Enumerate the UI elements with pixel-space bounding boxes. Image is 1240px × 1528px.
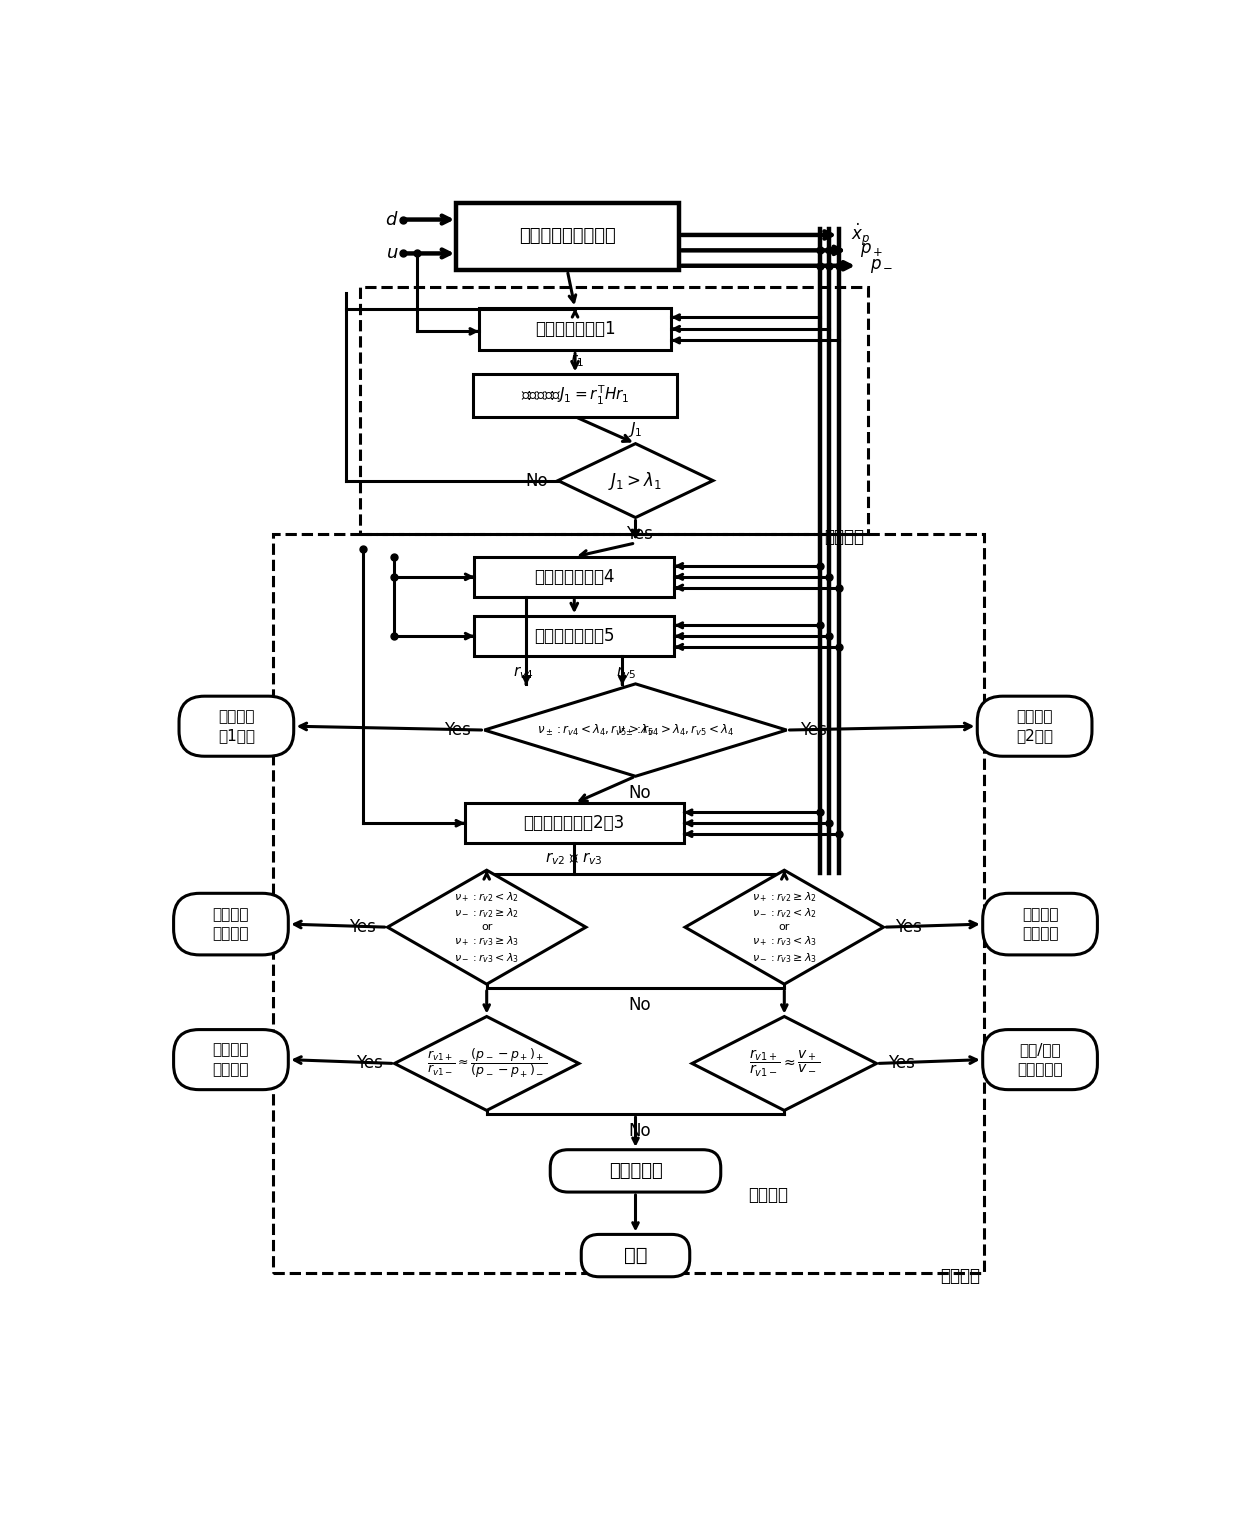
Text: Yes: Yes [444, 721, 471, 740]
Text: $J_1$: $J_1$ [629, 420, 642, 439]
Text: 位移/速度
传感器故障: 位移/速度 传感器故障 [1017, 1042, 1063, 1077]
FancyBboxPatch shape [982, 894, 1097, 955]
Text: Yes: Yes [888, 1054, 915, 1073]
Text: 供油压力
异常故障: 供油压力 异常故障 [213, 906, 249, 941]
Text: 误差估计：$J_1=r_1^{\mathrm{T}}Hr_1$: 误差估计：$J_1=r_1^{\mathrm{T}}Hr_1$ [521, 384, 630, 406]
FancyBboxPatch shape [456, 203, 680, 270]
Text: $\nu_\pm:r_{v4}>\lambda_4,r_{v5}<\lambda_4$: $\nu_\pm:r_{v4}>\lambda_4,r_{v5}<\lambda… [618, 723, 734, 738]
Text: 阀控型电液伺服系统: 阀控型电液伺服系统 [518, 228, 616, 246]
Text: 故障检测: 故障检测 [825, 527, 864, 545]
Text: 故障隔离观测器5: 故障隔离观测器5 [534, 626, 615, 645]
FancyBboxPatch shape [465, 804, 683, 843]
Text: $r_{v4}$: $r_{v4}$ [513, 665, 533, 681]
FancyBboxPatch shape [174, 1030, 288, 1089]
Text: $p_-$: $p_-$ [869, 257, 893, 275]
Text: $u$: $u$ [386, 244, 398, 263]
FancyBboxPatch shape [479, 309, 671, 350]
Text: 故障分类: 故障分类 [748, 1186, 787, 1204]
Text: $\nu_\pm:r_{v4}<\lambda_4,r_{v5}>\lambda_5$: $\nu_\pm:r_{v4}<\lambda_4,r_{v5}>\lambda… [537, 723, 653, 738]
Text: $J_1>\lambda_1$: $J_1>\lambda_1$ [609, 469, 662, 492]
Text: 故障检测观测器1: 故障检测观测器1 [534, 321, 615, 338]
Text: 比例阀故障: 比例阀故障 [609, 1161, 662, 1180]
Text: 故障分类: 故障分类 [940, 1267, 981, 1285]
Polygon shape [394, 1016, 579, 1111]
Text: 结束: 结束 [624, 1247, 647, 1265]
Text: Yes: Yes [356, 1054, 383, 1073]
Text: 液压缸内
泄漏故障: 液压缸内 泄漏故障 [213, 1042, 249, 1077]
FancyBboxPatch shape [472, 374, 677, 417]
Text: $\nu_+:r_{v2}<\lambda_2$
$\nu_-:r_{v2}\geq\lambda_2$
or
$\nu_+:r_{v3}\geq\lambda: $\nu_+:r_{v2}<\lambda_2$ $\nu_-:r_{v2}\g… [454, 889, 520, 964]
Text: Yes: Yes [895, 918, 921, 937]
Text: Yes: Yes [626, 526, 652, 544]
Text: 故障隔离观测器2或3: 故障隔离观测器2或3 [523, 814, 625, 833]
Text: $r_{v5}$: $r_{v5}$ [616, 665, 636, 681]
FancyBboxPatch shape [982, 1030, 1097, 1089]
Text: 压力传感
器1故障: 压力传感 器1故障 [218, 709, 255, 744]
Polygon shape [558, 443, 713, 518]
FancyBboxPatch shape [582, 1235, 689, 1277]
Text: 压力传感
器2故障: 压力传感 器2故障 [1016, 709, 1053, 744]
FancyBboxPatch shape [474, 556, 675, 597]
FancyBboxPatch shape [551, 1149, 720, 1192]
Text: $\dot{x}_p$: $\dot{x}_p$ [851, 222, 870, 248]
Text: $p_+$: $p_+$ [861, 241, 884, 260]
Text: No: No [629, 784, 651, 802]
FancyBboxPatch shape [179, 697, 294, 756]
FancyBboxPatch shape [174, 894, 288, 955]
FancyBboxPatch shape [977, 697, 1092, 756]
Polygon shape [485, 685, 786, 776]
FancyBboxPatch shape [474, 616, 675, 656]
Polygon shape [684, 871, 883, 984]
Text: Yes: Yes [350, 918, 376, 937]
Text: 故障隔离观测器4: 故障隔离观测器4 [534, 568, 615, 585]
Text: No: No [629, 996, 651, 1015]
Text: No: No [629, 1122, 651, 1140]
Text: $\dfrac{r_{v1+}}{r_{v1-}}\approx\dfrac{v_+}{v_-}$: $\dfrac{r_{v1+}}{r_{v1-}}\approx\dfrac{v… [749, 1048, 820, 1079]
Text: $\dfrac{r_{v1+}}{r_{v1-}}\approx\dfrac{(p_- - p_+)_+}{(p_- - p_+)_-}$: $\dfrac{r_{v1+}}{r_{v1-}}\approx\dfrac{(… [427, 1047, 547, 1080]
Text: $r_1$: $r_1$ [569, 351, 584, 368]
Text: $r_{v2}$ 或 $r_{v3}$: $r_{v2}$ 或 $r_{v3}$ [546, 850, 603, 866]
Text: No: No [525, 472, 548, 489]
Polygon shape [692, 1016, 877, 1111]
Text: Yes: Yes [800, 721, 827, 740]
Text: $d$: $d$ [386, 211, 399, 229]
Text: 回油压力
异常故障: 回油压力 异常故障 [1022, 906, 1058, 941]
Polygon shape [387, 871, 587, 984]
Text: $\nu_+:r_{v2}\geq\lambda_2$
$\nu_-:r_{v2}<\lambda_2$
or
$\nu_+:r_{v3}<\lambda_3$: $\nu_+:r_{v2}\geq\lambda_2$ $\nu_-:r_{v2… [751, 889, 817, 964]
